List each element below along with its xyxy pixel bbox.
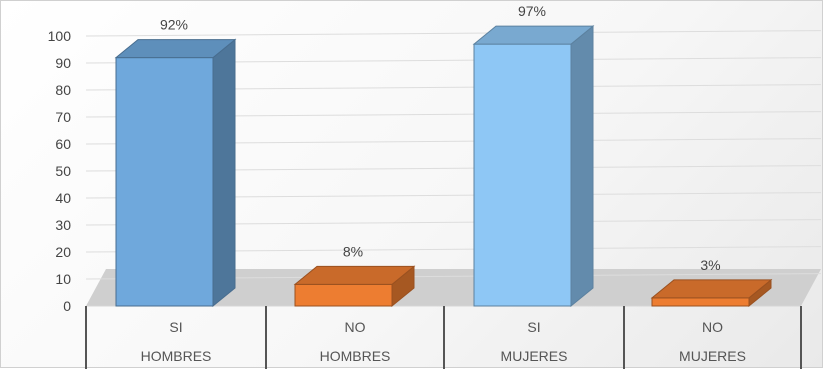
data-label-0: 92% [160,17,188,33]
bar-0-top [114,39,237,59]
category-label-row2: MUJERES [501,348,568,364]
category-label-row1: NO [702,319,723,335]
bar-3-front [651,297,750,307]
y-tick-label: 40 [55,190,71,206]
bar-0-front [115,57,214,307]
y-tick-label: 70 [55,109,71,125]
bar-1-front [294,283,393,307]
data-label-1: 8% [343,243,363,259]
y-tick-label: 20 [55,244,71,260]
y-tick-label: 100 [48,28,72,44]
bar-2-top [472,25,595,45]
data-label-3: 3% [700,257,720,273]
bar-1-top [293,265,416,285]
gridline [85,30,822,37]
bar-2-front [473,43,572,307]
y-tick-label: 60 [55,136,71,152]
chart-floor [86,269,821,306]
y-tick-label: 50 [55,163,71,179]
category-label-row1: SI [169,319,182,335]
y-tick-label: 0 [63,298,71,314]
y-tick-label: 30 [55,217,71,233]
bar-3-top [650,279,773,299]
category-label-row1: NO [345,319,366,335]
bar-0-side [212,38,236,308]
y-tick-label: 80 [55,82,71,98]
category-label-row1: SI [527,319,540,335]
y-tick-label: 90 [55,55,71,71]
data-label-2: 97% [518,3,546,19]
y-tick-label: 10 [55,271,71,287]
category-label-row2: HOMBRES [320,348,391,364]
category-label-row2: HOMBRES [141,348,212,364]
bar-2-side [570,25,594,308]
category-label-row2: MUJERES [679,348,746,364]
